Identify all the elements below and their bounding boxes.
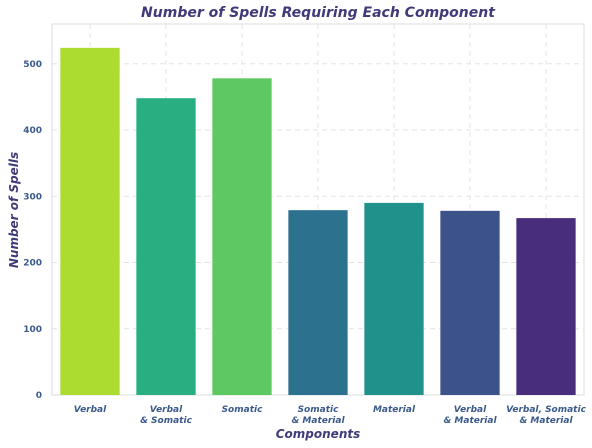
bars [60,47,576,395]
y-tick-label: 0 [36,391,42,401]
x-tick-label-line: Verbal [150,405,183,415]
bar [288,210,348,395]
x-tick-label-line: & Material [519,416,573,426]
x-tick-label: Verbal & Somatic [140,405,192,426]
y-tick-label: 100 [23,325,42,335]
x-tick-label: Material [373,405,416,415]
x-tick-label: Verbal & Material [443,405,497,426]
y-tick-label: 500 [23,60,42,70]
x-tick-label: Verbal, Somatic & Material [506,405,587,426]
x-tick-label-line: Verbal [74,405,107,415]
y-tick-label: 200 [23,259,42,269]
x-tick-label-line: Verbal, Somatic [506,405,587,415]
x-tick-label: Somatic & Material [291,405,345,426]
x-tick-label-line: Material [373,405,416,415]
x-tick-label-line: & Material [291,416,345,426]
y-tick-labels: 0 100 200 300 400 500 [23,60,42,401]
bar [440,210,500,395]
bar [60,47,120,395]
bar [136,98,196,395]
chart-title: Number of Spells Requiring Each Componen… [141,5,496,21]
y-axis-label: Number of Spells [7,152,21,268]
x-tick-label-line: Verbal [454,405,487,415]
x-tick-label-line: Somatic [222,405,264,415]
x-tick-label: Somatic [222,405,264,415]
bar [364,202,424,395]
x-tick-label-line: & Somatic [140,416,192,426]
x-tick-label-line: Somatic [298,405,340,415]
x-axis-label: Components [276,427,361,441]
bar [516,218,576,395]
x-tick-label: Verbal [74,405,107,415]
x-tick-label-line: & Material [443,416,497,426]
y-tick-label: 400 [23,126,42,136]
y-tick-label: 300 [23,192,42,202]
bar [212,78,272,395]
